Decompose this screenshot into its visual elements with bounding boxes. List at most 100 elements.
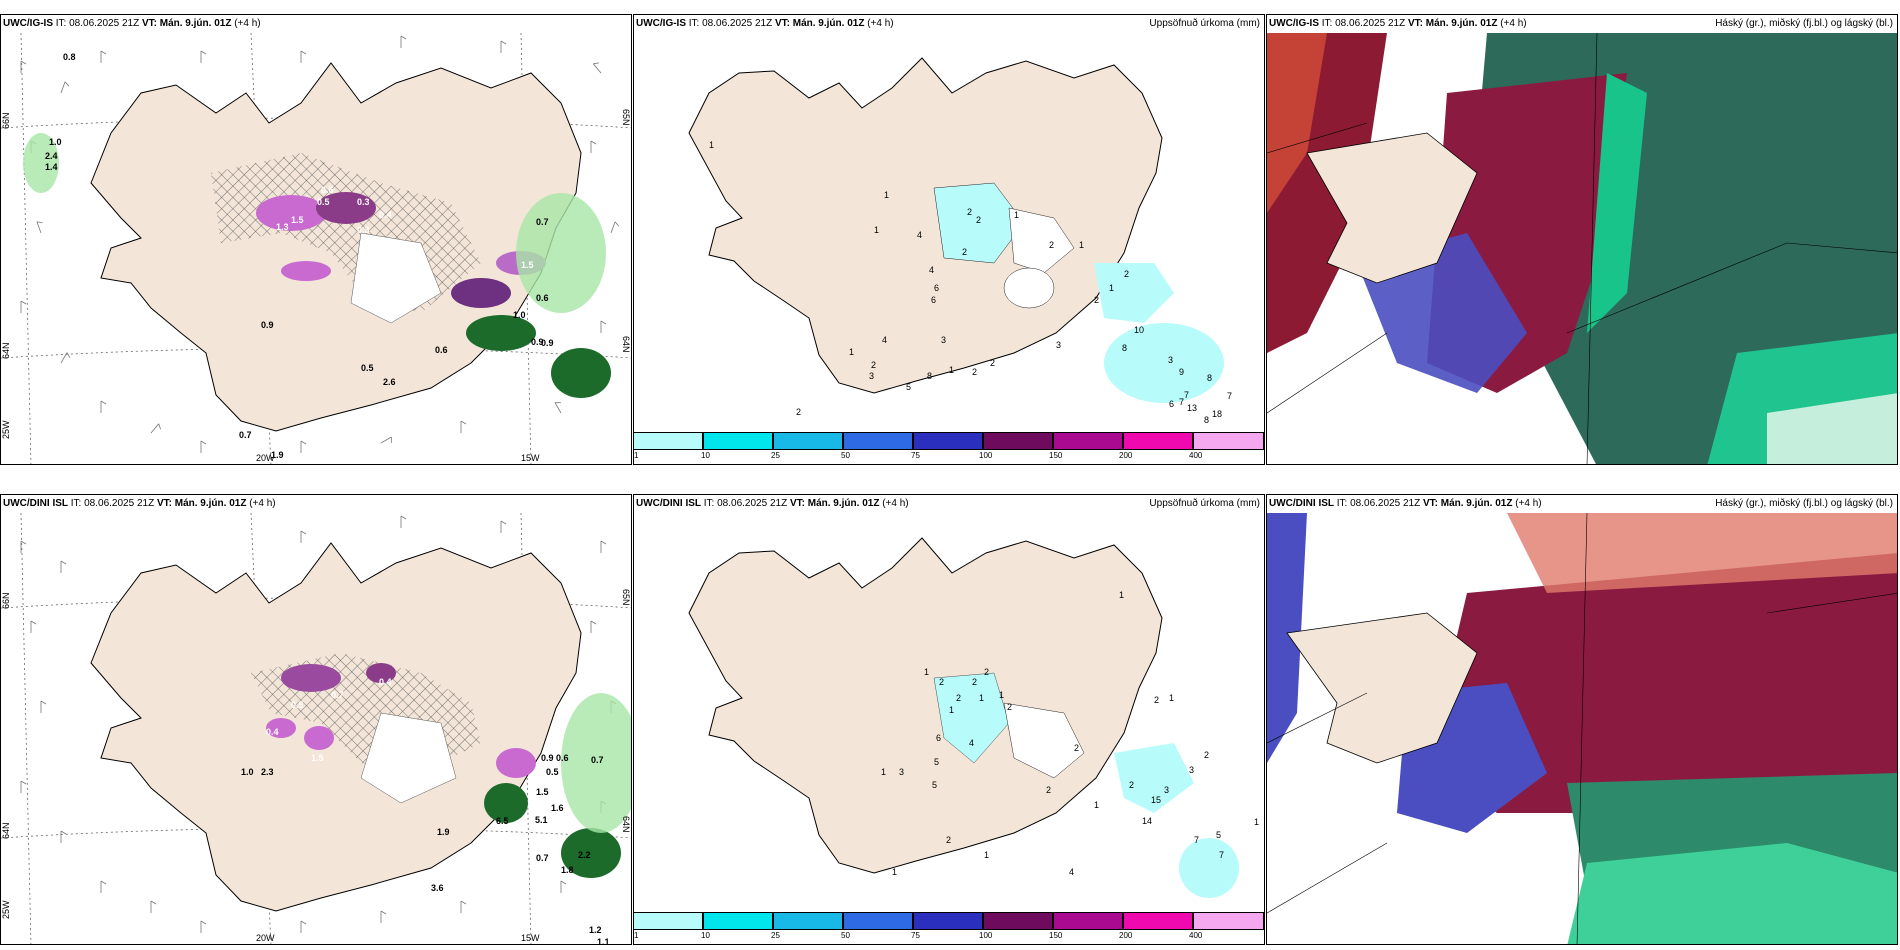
svg-text:0.5: 0.5 [546, 767, 559, 777]
colorbar-swatch [703, 912, 773, 930]
svg-text:64N: 64N [1, 342, 11, 359]
precip-value: 0.6 [536, 293, 549, 303]
svg-text:3: 3 [941, 335, 946, 345]
svg-text:4: 4 [882, 335, 887, 345]
precip-value: 0.7 [536, 217, 549, 227]
map-top-left[interactable]: 0.8 1.0 2.4 1.4 0.9 1.3 1.5 0.5 0.6 0.3 … [1, 33, 632, 465]
precip-value: 1.0 [513, 310, 526, 320]
svg-text:6: 6 [1169, 399, 1174, 409]
precip-shading [23, 133, 611, 398]
svg-text:2: 2 [946, 835, 951, 845]
svg-text:1.0: 1.0 [241, 767, 254, 777]
svg-text:1.5: 1.5 [311, 753, 324, 763]
svg-text:4: 4 [1069, 867, 1074, 877]
svg-text:0.5: 0.5 [291, 700, 304, 710]
svg-text:2: 2 [962, 247, 967, 257]
panel-top-precip-accum: UWC/IG-IS IT: 08.06.2025 21Z VT: Mán. 9.… [633, 14, 1265, 465]
svg-text:2: 2 [796, 407, 801, 417]
map-top-middle[interactable]: 111 422 124 663 412 358 1 22 2 13 212 1083… [634, 33, 1265, 433]
svg-text:1: 1 [1014, 210, 1019, 220]
svg-text:0.7: 0.7 [536, 853, 549, 863]
precip-value: 0.3 [357, 197, 370, 207]
svg-text:2: 2 [1204, 750, 1209, 760]
svg-text:3.6: 3.6 [431, 883, 444, 893]
colorbar-swatch [913, 432, 983, 450]
svg-text:1.1: 1.1 [597, 937, 610, 945]
precip-value: 0.4 [379, 210, 392, 220]
panel-top-wind-precip: UWC/IG-IS IT: 08.06.2025 21Z VT: Mán. 9.… [0, 14, 632, 465]
svg-text:1: 1 [979, 693, 984, 703]
precip-value: 0.9 [531, 337, 544, 347]
svg-text:2: 2 [972, 367, 977, 377]
colorbar-swatch [773, 432, 843, 450]
svg-text:10: 10 [1134, 325, 1144, 335]
map-bottom-right[interactable] [1267, 513, 1898, 945]
colorbar-swatch [1123, 912, 1193, 930]
svg-text:2: 2 [972, 677, 977, 687]
svg-text:9: 9 [1179, 367, 1184, 377]
map-top-right[interactable] [1267, 33, 1898, 465]
svg-text:3: 3 [869, 371, 874, 381]
precip-shading [266, 663, 631, 878]
svg-text:2: 2 [871, 360, 876, 370]
svg-text:1: 1 [999, 690, 1004, 700]
map-title: Uppsöfnuð úrkoma (mm) [1149, 18, 1260, 29]
panel-top-clouds: UWC/IG-IS IT: 08.06.2025 21Z VT: Mán. 9.… [1266, 14, 1898, 465]
panel-bottom-wind-precip: UWC/DINI ISL IT: 08.06.2025 21Z VT: Mán.… [0, 494, 632, 945]
svg-text:18: 18 [1212, 409, 1222, 419]
precip-value: 0.7 [239, 430, 252, 440]
svg-text:2: 2 [1124, 269, 1129, 279]
svg-text:7: 7 [1227, 391, 1232, 401]
colorbar-swatch [1193, 432, 1264, 450]
colorbar-swatch [1053, 432, 1123, 450]
svg-text:1: 1 [892, 867, 897, 877]
svg-text:2: 2 [1154, 695, 1159, 705]
precip-value: 1.4 [45, 162, 58, 172]
svg-text:20W: 20W [256, 933, 275, 943]
svg-text:1.5: 1.5 [536, 787, 549, 797]
svg-text:25W: 25W [1, 900, 11, 919]
svg-text:1: 1 [874, 225, 879, 235]
svg-text:2: 2 [1094, 295, 1099, 305]
colorbar-swatch [1053, 912, 1123, 930]
svg-text:5: 5 [1216, 830, 1221, 840]
svg-text:2: 2 [1046, 785, 1051, 795]
colorbar-swatch [983, 912, 1053, 930]
svg-text:7: 7 [1219, 850, 1224, 860]
svg-text:2: 2 [976, 215, 981, 225]
colorbar-swatch [1123, 432, 1193, 450]
svg-text:7: 7 [1184, 390, 1189, 400]
svg-text:1: 1 [1094, 800, 1099, 810]
svg-text:6.5: 6.5 [496, 816, 509, 826]
precip-value: 1.5 [521, 260, 534, 270]
precip-value: 0.8 [63, 52, 76, 62]
svg-text:2: 2 [1074, 743, 1079, 753]
colorbar-top: 1 10 25 50 75 100 150 200 400 [633, 432, 1264, 462]
precip-value: 0.5 [361, 363, 374, 373]
svg-text:3: 3 [1189, 765, 1194, 775]
panel-header: UWC/DINI ISL IT: 08.06.2025 21Z VT: Mán.… [1269, 498, 1542, 509]
panel-bottom-precip-accum: UWC/DINI ISL IT: 08.06.2025 21Z VT: Mán.… [633, 494, 1265, 945]
svg-text:6: 6 [934, 283, 939, 293]
colorbar-bottom: 1 10 25 50 75 100 150 200 400 [633, 912, 1264, 942]
svg-text:2: 2 [967, 207, 972, 217]
svg-text:0.9: 0.9 [541, 753, 554, 763]
precip-value: 0.9 [541, 338, 554, 348]
map-bottom-left[interactable]: 0.5 0.7 0.4 0.4 1.5 1.0 2.3 0.9 0.6 0.5 … [1, 513, 632, 945]
svg-text:5: 5 [906, 382, 911, 392]
map-title: Háský (gr.), miðský (fj.bl.) og lágský (… [1715, 18, 1893, 29]
svg-text:1: 1 [924, 667, 929, 677]
svg-text:1: 1 [984, 850, 989, 860]
svg-text:2: 2 [990, 358, 995, 368]
svg-text:13: 13 [1187, 403, 1197, 413]
colorbar-swatch [633, 432, 703, 450]
svg-text:2: 2 [956, 693, 961, 703]
svg-text:64N: 64N [621, 336, 631, 353]
panel-header: UWC/DINI ISL IT: 08.06.2025 21Z VT: Mán.… [3, 498, 276, 509]
colorbar-swatch [773, 912, 843, 930]
svg-text:0.7: 0.7 [591, 755, 604, 765]
precip-value: 1.3 [276, 222, 289, 232]
svg-text:0.4: 0.4 [266, 727, 279, 737]
